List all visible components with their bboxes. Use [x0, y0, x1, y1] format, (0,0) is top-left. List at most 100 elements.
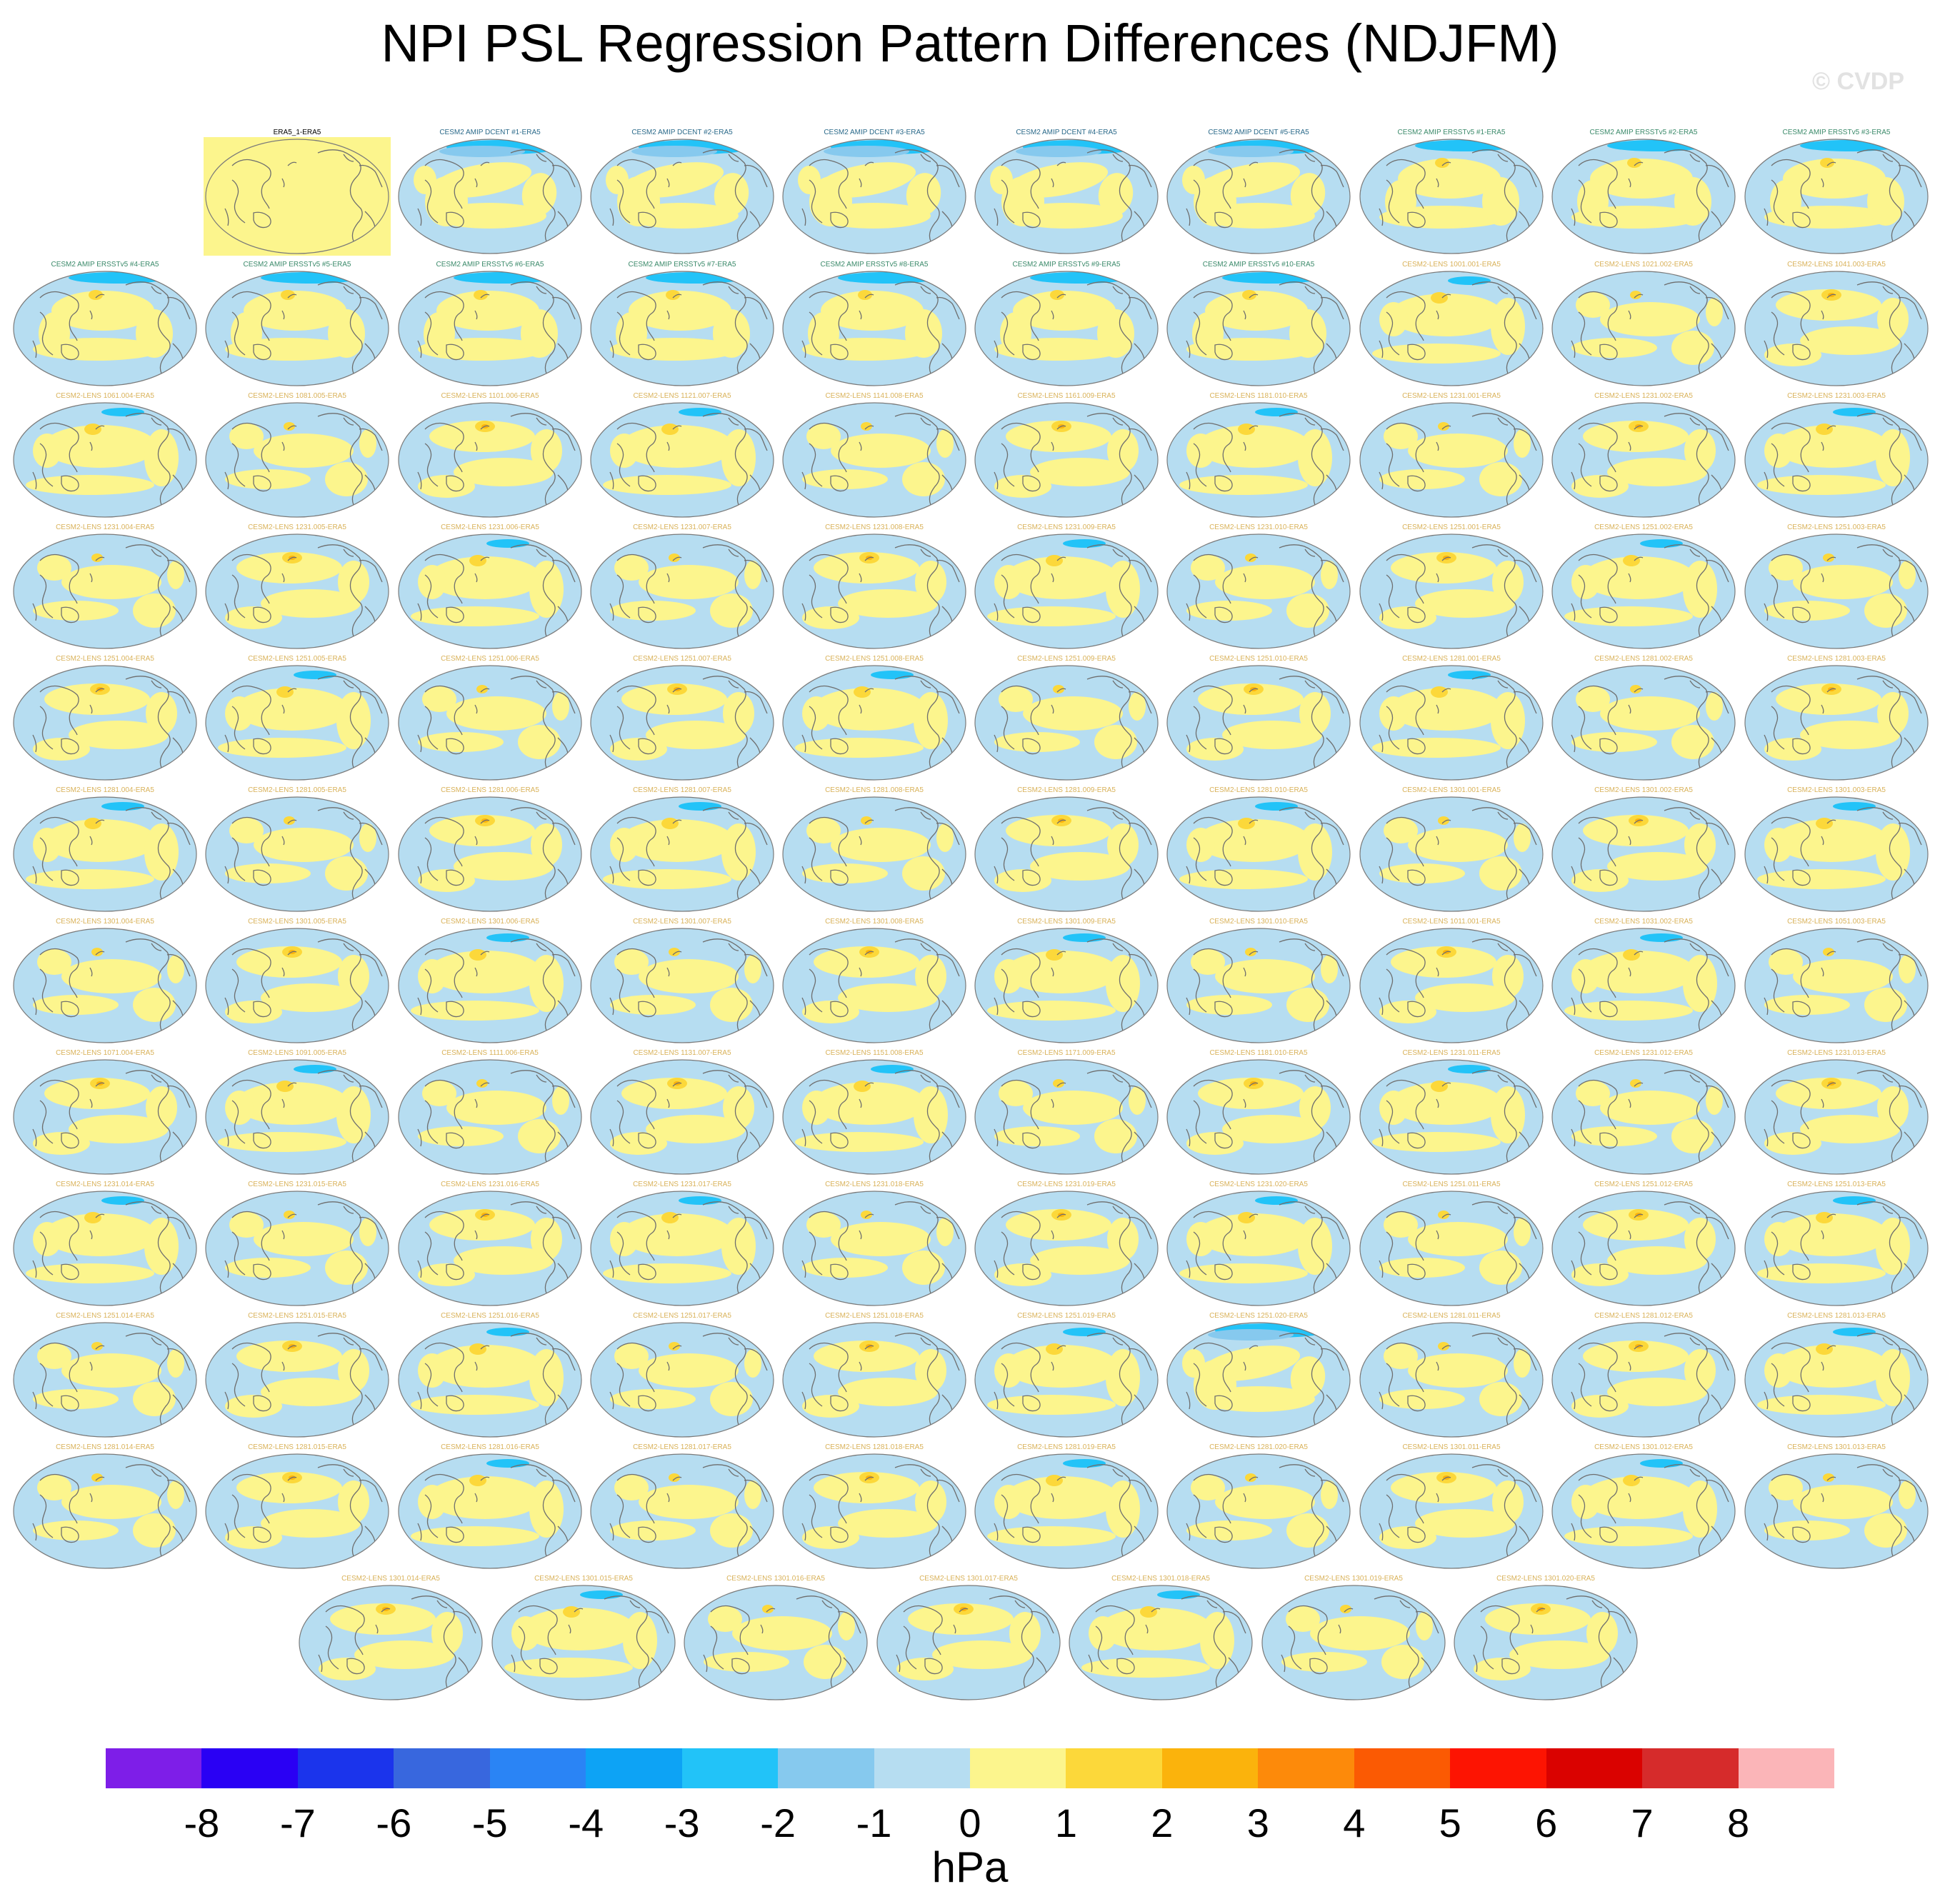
coastline — [1856, 807, 1902, 900]
map-outline — [1454, 1585, 1638, 1700]
anomaly-region — [276, 1081, 294, 1092]
coastline — [95, 951, 105, 956]
coastline — [1664, 1333, 1709, 1426]
map-panel: CESM2-LENS 1281.020-ERA5 — [1165, 1443, 1352, 1570]
coastline — [1249, 951, 1259, 956]
coastline — [343, 1074, 354, 1083]
anomaly-region — [529, 561, 564, 618]
anomaly-region — [744, 955, 761, 983]
map-panel-title: CESM2-LENS 1251.007-ERA5 — [633, 655, 731, 663]
coastline — [536, 811, 547, 820]
coastline — [1320, 1085, 1344, 1108]
anomaly-region — [1381, 1645, 1424, 1679]
coastline — [287, 556, 297, 561]
coastline — [287, 1213, 297, 1218]
coastline — [166, 691, 191, 714]
coastline — [1664, 281, 1709, 374]
coastline — [936, 164, 960, 188]
map-panel-plot — [590, 533, 774, 649]
coastline — [231, 968, 246, 1013]
coastline — [95, 425, 105, 430]
map-panel-plot — [590, 665, 774, 781]
map-outline — [1166, 271, 1351, 386]
coastline — [166, 428, 191, 451]
coastline — [1001, 159, 1041, 209]
coastline — [728, 811, 739, 820]
coastline — [1705, 428, 1729, 451]
anomaly-region — [603, 1263, 731, 1283]
anomaly-region — [1764, 1132, 1821, 1155]
anomaly-region — [418, 565, 446, 599]
coastline — [446, 1395, 464, 1412]
map-outline — [1359, 402, 1544, 518]
map-outline — [398, 402, 582, 518]
anomaly-region — [235, 1082, 349, 1125]
map-panel-title: CESM2 AMIP ERSSTv5 #5-ERA5 — [243, 261, 351, 269]
anomaly-region — [723, 692, 754, 735]
anomaly-region — [802, 1091, 831, 1125]
coastline — [536, 154, 547, 162]
anomaly-region — [1004, 951, 1119, 993]
anomaly-region — [1640, 1459, 1683, 1468]
anomaly-region — [225, 1526, 282, 1549]
coastline — [1112, 154, 1124, 162]
coastline — [1386, 968, 1400, 1013]
coastline — [920, 286, 931, 294]
coastline — [446, 869, 464, 886]
coastline — [1771, 685, 1811, 736]
coastline — [551, 1348, 576, 1371]
map-panel: CESM2-LENS 1281.011-ERA5 — [1358, 1312, 1545, 1439]
map-outline — [1551, 1191, 1736, 1306]
map-panel-title: CESM2-LENS 1281.007-ERA5 — [633, 786, 731, 794]
anomaly-region — [1004, 1345, 1119, 1388]
coastline — [231, 1473, 271, 1524]
coastline — [744, 1085, 768, 1108]
coastline — [1634, 161, 1644, 166]
coastline — [317, 676, 363, 768]
coastline — [1599, 1263, 1618, 1281]
anomaly-region — [1586, 1612, 1618, 1655]
coastline — [1243, 573, 1246, 583]
coastline — [1821, 178, 1824, 188]
anomaly-region — [838, 272, 938, 284]
anomaly-region — [669, 1342, 680, 1351]
anomaly-region — [1384, 1343, 1418, 1369]
map-panel-title: CESM2-LENS 1231.007-ERA5 — [633, 523, 731, 531]
anomaly-region — [133, 988, 176, 1022]
coastline — [1826, 1082, 1836, 1087]
coastline — [1022, 211, 1041, 229]
map-panel-plot — [974, 139, 1159, 254]
coastline — [1022, 738, 1041, 755]
coastline — [609, 734, 614, 753]
anomaly-region — [44, 683, 150, 715]
coastline — [151, 1337, 162, 1346]
coastline — [1030, 1610, 1054, 1634]
anomaly-region — [1009, 1612, 1041, 1655]
anomaly-region — [429, 1209, 535, 1241]
coastline — [1578, 816, 1618, 867]
anomaly-region — [1769, 1475, 1803, 1500]
anomaly-region — [1438, 1342, 1449, 1351]
coastline — [1128, 164, 1152, 188]
map-outline — [1551, 796, 1736, 912]
coastline — [666, 178, 670, 188]
coastline — [1571, 603, 1576, 621]
anomaly-region — [1415, 140, 1515, 151]
colorbar-tick-label: -8 — [184, 1800, 220, 1845]
anomaly-region — [1816, 818, 1833, 829]
anomaly-region — [603, 475, 731, 495]
coastline — [1826, 819, 1836, 824]
map-outline — [1744, 402, 1929, 518]
coastline — [1128, 1085, 1152, 1108]
map-panel-title: CESM2-LENS 1231.011-ERA5 — [1402, 1049, 1501, 1057]
coastline — [1628, 704, 1631, 714]
map-panel-plot — [590, 139, 774, 254]
map-panel-plot — [13, 1453, 197, 1569]
coastline — [1407, 1526, 1426, 1543]
coastline — [1001, 948, 1041, 998]
map-outline — [299, 1585, 483, 1700]
coastline — [616, 1100, 631, 1144]
map-panel-title: CESM2 AMIP ERSSTv5 #2-ERA5 — [1589, 129, 1698, 136]
coastline — [1471, 938, 1517, 1031]
map-panel-title: CESM2-LENS 1301.006-ERA5 — [441, 918, 539, 926]
